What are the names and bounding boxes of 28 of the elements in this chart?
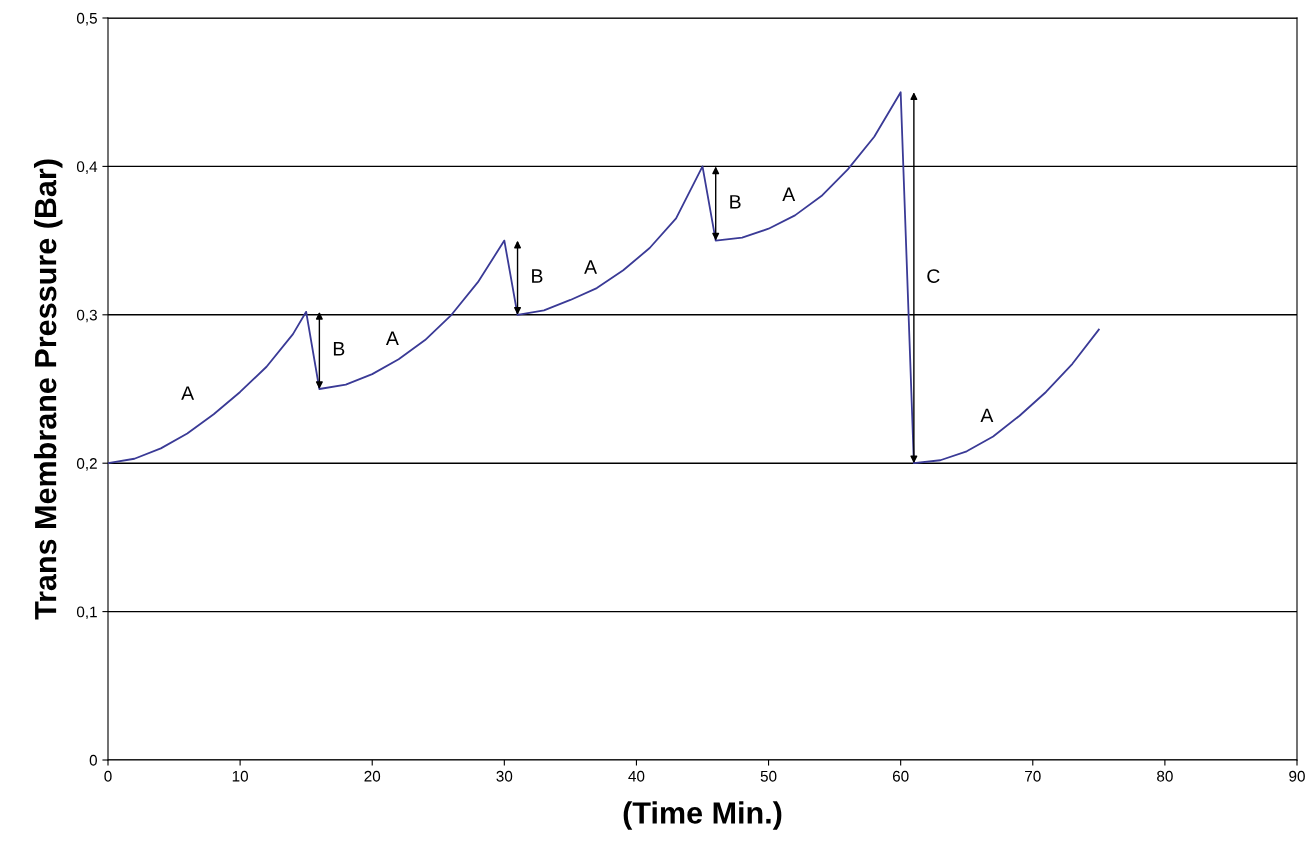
annotation: B	[333, 342, 345, 356]
x-tick-label: 80	[1157, 770, 1173, 782]
annotation: B	[730, 195, 741, 209]
annotation: A	[385, 331, 399, 345]
x-tick-label: 30	[496, 770, 513, 782]
y-tick-label: 0,1	[76, 606, 97, 620]
y-tick-label: 0,3	[76, 309, 97, 323]
y-tick-label: 0,4	[76, 161, 98, 174]
x-tick-label: 90	[1289, 770, 1305, 782]
x-tick-label: 70	[1025, 770, 1041, 782]
x-tick-label: 50	[760, 770, 777, 782]
y-tick-label: 0,5	[76, 12, 97, 26]
x-tick-label: 20	[364, 770, 381, 782]
y-tick-label: 0,2	[76, 458, 97, 471]
annotation: A	[181, 386, 195, 400]
line-series	[108, 91, 1100, 465]
annotation: A	[584, 260, 598, 274]
annotation: A	[980, 408, 994, 423]
y-tick-label: 0	[89, 754, 97, 766]
x-tick-label: 60	[892, 770, 909, 782]
annotation: B	[532, 269, 543, 283]
x-axis-title: (Time Min.)	[623, 801, 782, 830]
annotation: C	[927, 269, 940, 283]
x-tick-label: 0	[104, 770, 112, 782]
y-axis-title: Trans Membrane Pressure (Bar)	[33, 159, 63, 620]
x-tick-label: 40	[628, 770, 645, 782]
x-tick-label: 10	[232, 770, 249, 782]
annotation: A	[782, 187, 796, 201]
